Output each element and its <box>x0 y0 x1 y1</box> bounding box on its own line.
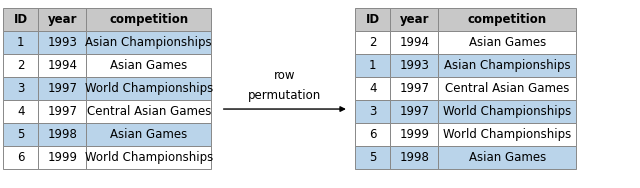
Bar <box>38 100 86 123</box>
Text: World Championships: World Championships <box>443 105 572 118</box>
Bar <box>86 100 211 123</box>
Bar <box>355 123 390 146</box>
Bar <box>390 77 438 100</box>
Text: 1998: 1998 <box>47 128 77 141</box>
Bar <box>3 123 38 146</box>
Bar <box>438 77 576 100</box>
Bar <box>86 123 211 146</box>
Text: World Championships: World Championships <box>84 151 213 164</box>
Bar <box>3 146 38 169</box>
Text: ID: ID <box>13 13 28 26</box>
Text: 2: 2 <box>369 36 376 49</box>
Text: 4: 4 <box>17 105 24 118</box>
Bar <box>355 100 390 123</box>
Bar <box>438 123 576 146</box>
Text: 1999: 1999 <box>47 151 77 164</box>
Bar <box>38 54 86 77</box>
Text: Asian Championships: Asian Championships <box>444 59 570 72</box>
Bar <box>390 8 438 31</box>
Text: World Championships: World Championships <box>84 82 213 95</box>
Text: 3: 3 <box>17 82 24 95</box>
Bar <box>86 146 211 169</box>
Text: Asian Games: Asian Games <box>110 128 188 141</box>
Bar <box>438 146 576 169</box>
Bar <box>38 123 86 146</box>
Bar <box>390 54 438 77</box>
Text: 5: 5 <box>369 151 376 164</box>
Text: ID: ID <box>365 13 380 26</box>
Bar <box>3 77 38 100</box>
Bar <box>38 146 86 169</box>
Bar <box>355 54 390 77</box>
Bar <box>38 8 86 31</box>
Bar <box>38 31 86 54</box>
Bar <box>355 8 390 31</box>
Text: 1999: 1999 <box>399 128 429 141</box>
Bar <box>438 8 576 31</box>
Text: 1: 1 <box>17 36 24 49</box>
Text: 6: 6 <box>17 151 24 164</box>
Bar <box>390 31 438 54</box>
Text: 6: 6 <box>369 128 376 141</box>
Bar <box>438 100 576 123</box>
Text: 2: 2 <box>17 59 24 72</box>
Text: 1997: 1997 <box>47 105 77 118</box>
Bar <box>86 31 211 54</box>
Text: permutation: permutation <box>248 89 321 102</box>
Text: 1994: 1994 <box>47 59 77 72</box>
Text: competition: competition <box>109 13 188 26</box>
Bar <box>38 77 86 100</box>
Text: 1: 1 <box>369 59 376 72</box>
Text: 3: 3 <box>369 105 376 118</box>
Text: Central Asian Games: Central Asian Games <box>445 82 570 95</box>
Bar <box>3 100 38 123</box>
Text: Asian Championships: Asian Championships <box>86 36 212 49</box>
Bar <box>86 8 211 31</box>
Text: 1993: 1993 <box>399 59 429 72</box>
Text: 1993: 1993 <box>47 36 77 49</box>
Text: year: year <box>399 13 429 26</box>
Text: 1997: 1997 <box>47 82 77 95</box>
Bar <box>438 31 576 54</box>
Text: 1997: 1997 <box>399 82 429 95</box>
Bar <box>390 100 438 123</box>
Bar <box>390 146 438 169</box>
Text: 1997: 1997 <box>399 105 429 118</box>
Text: Asian Games: Asian Games <box>468 36 546 49</box>
Bar <box>86 54 211 77</box>
Bar <box>3 54 38 77</box>
Text: Asian Games: Asian Games <box>110 59 188 72</box>
Bar <box>355 77 390 100</box>
Bar <box>86 77 211 100</box>
Text: 4: 4 <box>369 82 376 95</box>
Text: Central Asian Games: Central Asian Games <box>86 105 211 118</box>
Text: World Championships: World Championships <box>443 128 572 141</box>
Text: 1994: 1994 <box>399 36 429 49</box>
Bar <box>3 8 38 31</box>
Text: row: row <box>274 69 296 82</box>
Text: year: year <box>47 13 77 26</box>
Text: 1998: 1998 <box>399 151 429 164</box>
Bar <box>438 54 576 77</box>
Bar <box>390 123 438 146</box>
Text: 5: 5 <box>17 128 24 141</box>
Bar <box>355 31 390 54</box>
Text: Asian Games: Asian Games <box>468 151 546 164</box>
Text: competition: competition <box>468 13 547 26</box>
Bar <box>355 146 390 169</box>
Bar <box>3 31 38 54</box>
